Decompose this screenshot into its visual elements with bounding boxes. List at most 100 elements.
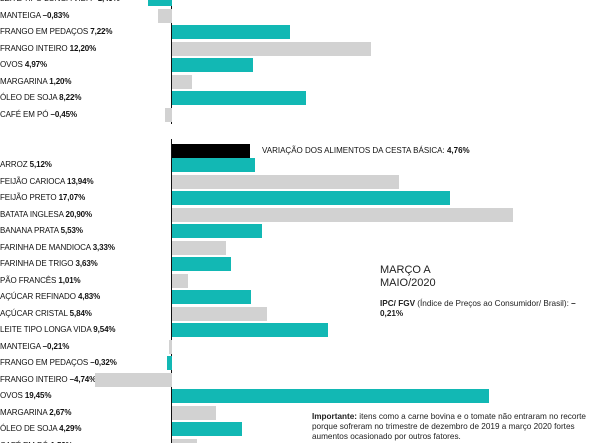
period-line-2: MAIO/2020 — [380, 277, 436, 289]
bar — [172, 240, 227, 255]
basket-bar — [172, 144, 250, 158]
ipc-label: IPC/ FGV — [380, 299, 416, 308]
category-name: CAFÉ EM PÓ — [0, 109, 51, 119]
value-label: –0,32% — [90, 358, 117, 367]
bar — [172, 438, 197, 443]
bar — [172, 158, 256, 172]
bar — [172, 174, 400, 189]
category-label: PÃO FRANCÊS 1,01% — [0, 276, 81, 286]
category-name: FRANGO INTEIRO — [0, 374, 70, 384]
category-label: ARROZ 5,12% — [0, 160, 52, 170]
bar — [158, 8, 172, 23]
value-label: 5,12% — [29, 160, 52, 169]
bar — [172, 422, 242, 436]
value-label: 20,90% — [65, 209, 93, 219]
bar — [172, 224, 263, 238]
basket-value: 4,76% — [446, 146, 470, 155]
important-label: Importante: — [312, 412, 358, 421]
category-name: ARROZ — [0, 160, 30, 169]
bar — [172, 74, 192, 89]
category-label: OVOS 4,97% — [0, 60, 47, 70]
category-label: FRANGO INTEIRO 12,20% — [0, 44, 96, 54]
bar — [172, 306, 268, 321]
value-label: 5,53% — [60, 226, 83, 235]
category-name: BATATA INGLESA — [0, 209, 66, 219]
category-label: FEIJÃO CARIOCA 13,94% — [0, 177, 94, 187]
category-name: AÇÚCAR REFINADO — [0, 292, 78, 301]
category-label: FRANGO INTEIRO –4,74% — [0, 375, 96, 385]
bar — [172, 405, 216, 420]
value-label: 9,54% — [93, 325, 116, 334]
category-name: FRANGO EM PEDAÇOS — [0, 27, 91, 36]
category-name: FRANGO EM PEDAÇOS — [0, 358, 91, 367]
bar — [172, 58, 253, 72]
bar — [172, 41, 371, 56]
category-label: FEIJÃO PRETO 17,07% — [0, 193, 85, 203]
bar — [172, 207, 513, 222]
bar — [172, 257, 232, 271]
basket-label-text: VARIAÇÃO DOS ALIMENTOS DA CESTA BÁSICA: — [262, 146, 445, 155]
value-label: 8,22% — [59, 93, 82, 102]
value-label: 4,29% — [59, 424, 82, 433]
zero-axis-bottom — [171, 139, 172, 443]
value-label: 12,20% — [69, 43, 97, 53]
category-label: OVOS 19,45% — [0, 391, 51, 401]
value-label: –4,74% — [69, 374, 97, 384]
category-label: ÓLEO DE SOJA 8,22% — [0, 93, 81, 103]
zero-axis-top — [171, 0, 172, 124]
bar — [94, 372, 172, 387]
category-name: FARINHA DE MANDIOCA — [0, 242, 93, 252]
value-label: –0,45% — [50, 109, 78, 119]
category-name: FEIJÃO CARIOCA — [0, 176, 67, 186]
value-label: 3,33% — [92, 242, 115, 252]
bar — [172, 273, 189, 288]
value-label: 1,52% — [50, 441, 72, 443]
category-label: CAFÉ EM PÓ –0,45% — [0, 110, 77, 120]
value-label: –1,49% — [93, 0, 120, 3]
value-label: –0,21% — [42, 341, 70, 351]
category-label: BATATA INGLESA 20,90% — [0, 210, 92, 220]
bar — [172, 25, 290, 39]
value-label: 3,63% — [75, 259, 98, 268]
category-name: MANTEIGA — [0, 341, 43, 351]
value-label: 17,07% — [58, 193, 86, 202]
category-label: FRANGO EM PEDAÇOS –0,32% — [0, 358, 117, 368]
category-label: ÓLEO DE SOJA 4,29% — [0, 424, 81, 434]
basket-label: VARIAÇÃO DOS ALIMENTOS DA CESTA BÁSICA: … — [262, 146, 470, 156]
category-name: MARGARINA — [0, 76, 50, 86]
category-label: MANTEIGA –0,83% — [0, 11, 69, 21]
category-name: FARINHA DE TRIGO — [0, 259, 76, 268]
category-name: LEITE TIPO LONGA VIDA — [0, 325, 94, 334]
bar — [172, 389, 490, 403]
period-title: MARÇO A MAIO/2020 — [380, 264, 436, 290]
category-name: MANTEIGA — [0, 10, 43, 20]
value-label: 19,45% — [24, 391, 52, 400]
category-label: FARINHA DE TRIGO 3,63% — [0, 259, 98, 269]
category-name: AÇÚCAR CRISTAL — [0, 308, 70, 318]
category-name: LEITE TIPO LONGA VIDA — [0, 0, 93, 3]
category-label: MARGARINA 2,67% — [0, 407, 72, 418]
category-name: MARGARINA — [0, 407, 50, 417]
important-note: Importante: itens como a carne bovina e … — [312, 412, 588, 442]
category-name: CAFÉ EM PÓ — [0, 441, 50, 443]
ipc-value: –0,21% — [380, 299, 576, 318]
category-label: MARGARINA 1,20% — [0, 76, 72, 87]
category-name: BANANA PRATA — [0, 226, 61, 235]
value-label: 4,83% — [77, 292, 101, 301]
category-label: FRANGO EM PEDAÇOS 7,22% — [0, 27, 113, 37]
value-label: 13,94% — [66, 176, 94, 186]
category-name: FRANGO INTEIRO — [0, 43, 70, 53]
bar — [164, 107, 172, 122]
category-label: AÇÚCAR CRISTAL 5,84% — [0, 309, 92, 319]
value-label: 7,22% — [90, 27, 113, 36]
bar — [147, 0, 172, 6]
category-name: OVOS — [0, 391, 25, 400]
period-line-1: MARÇO A — [380, 264, 431, 276]
category-name: FEIJÃO PRETO — [0, 193, 59, 202]
bar — [172, 323, 328, 337]
bar — [166, 356, 172, 370]
value-label: 1,01% — [58, 275, 81, 285]
category-name: ÓLEO DE SOJA — [0, 424, 60, 433]
value-label: 1,20% — [49, 76, 72, 86]
